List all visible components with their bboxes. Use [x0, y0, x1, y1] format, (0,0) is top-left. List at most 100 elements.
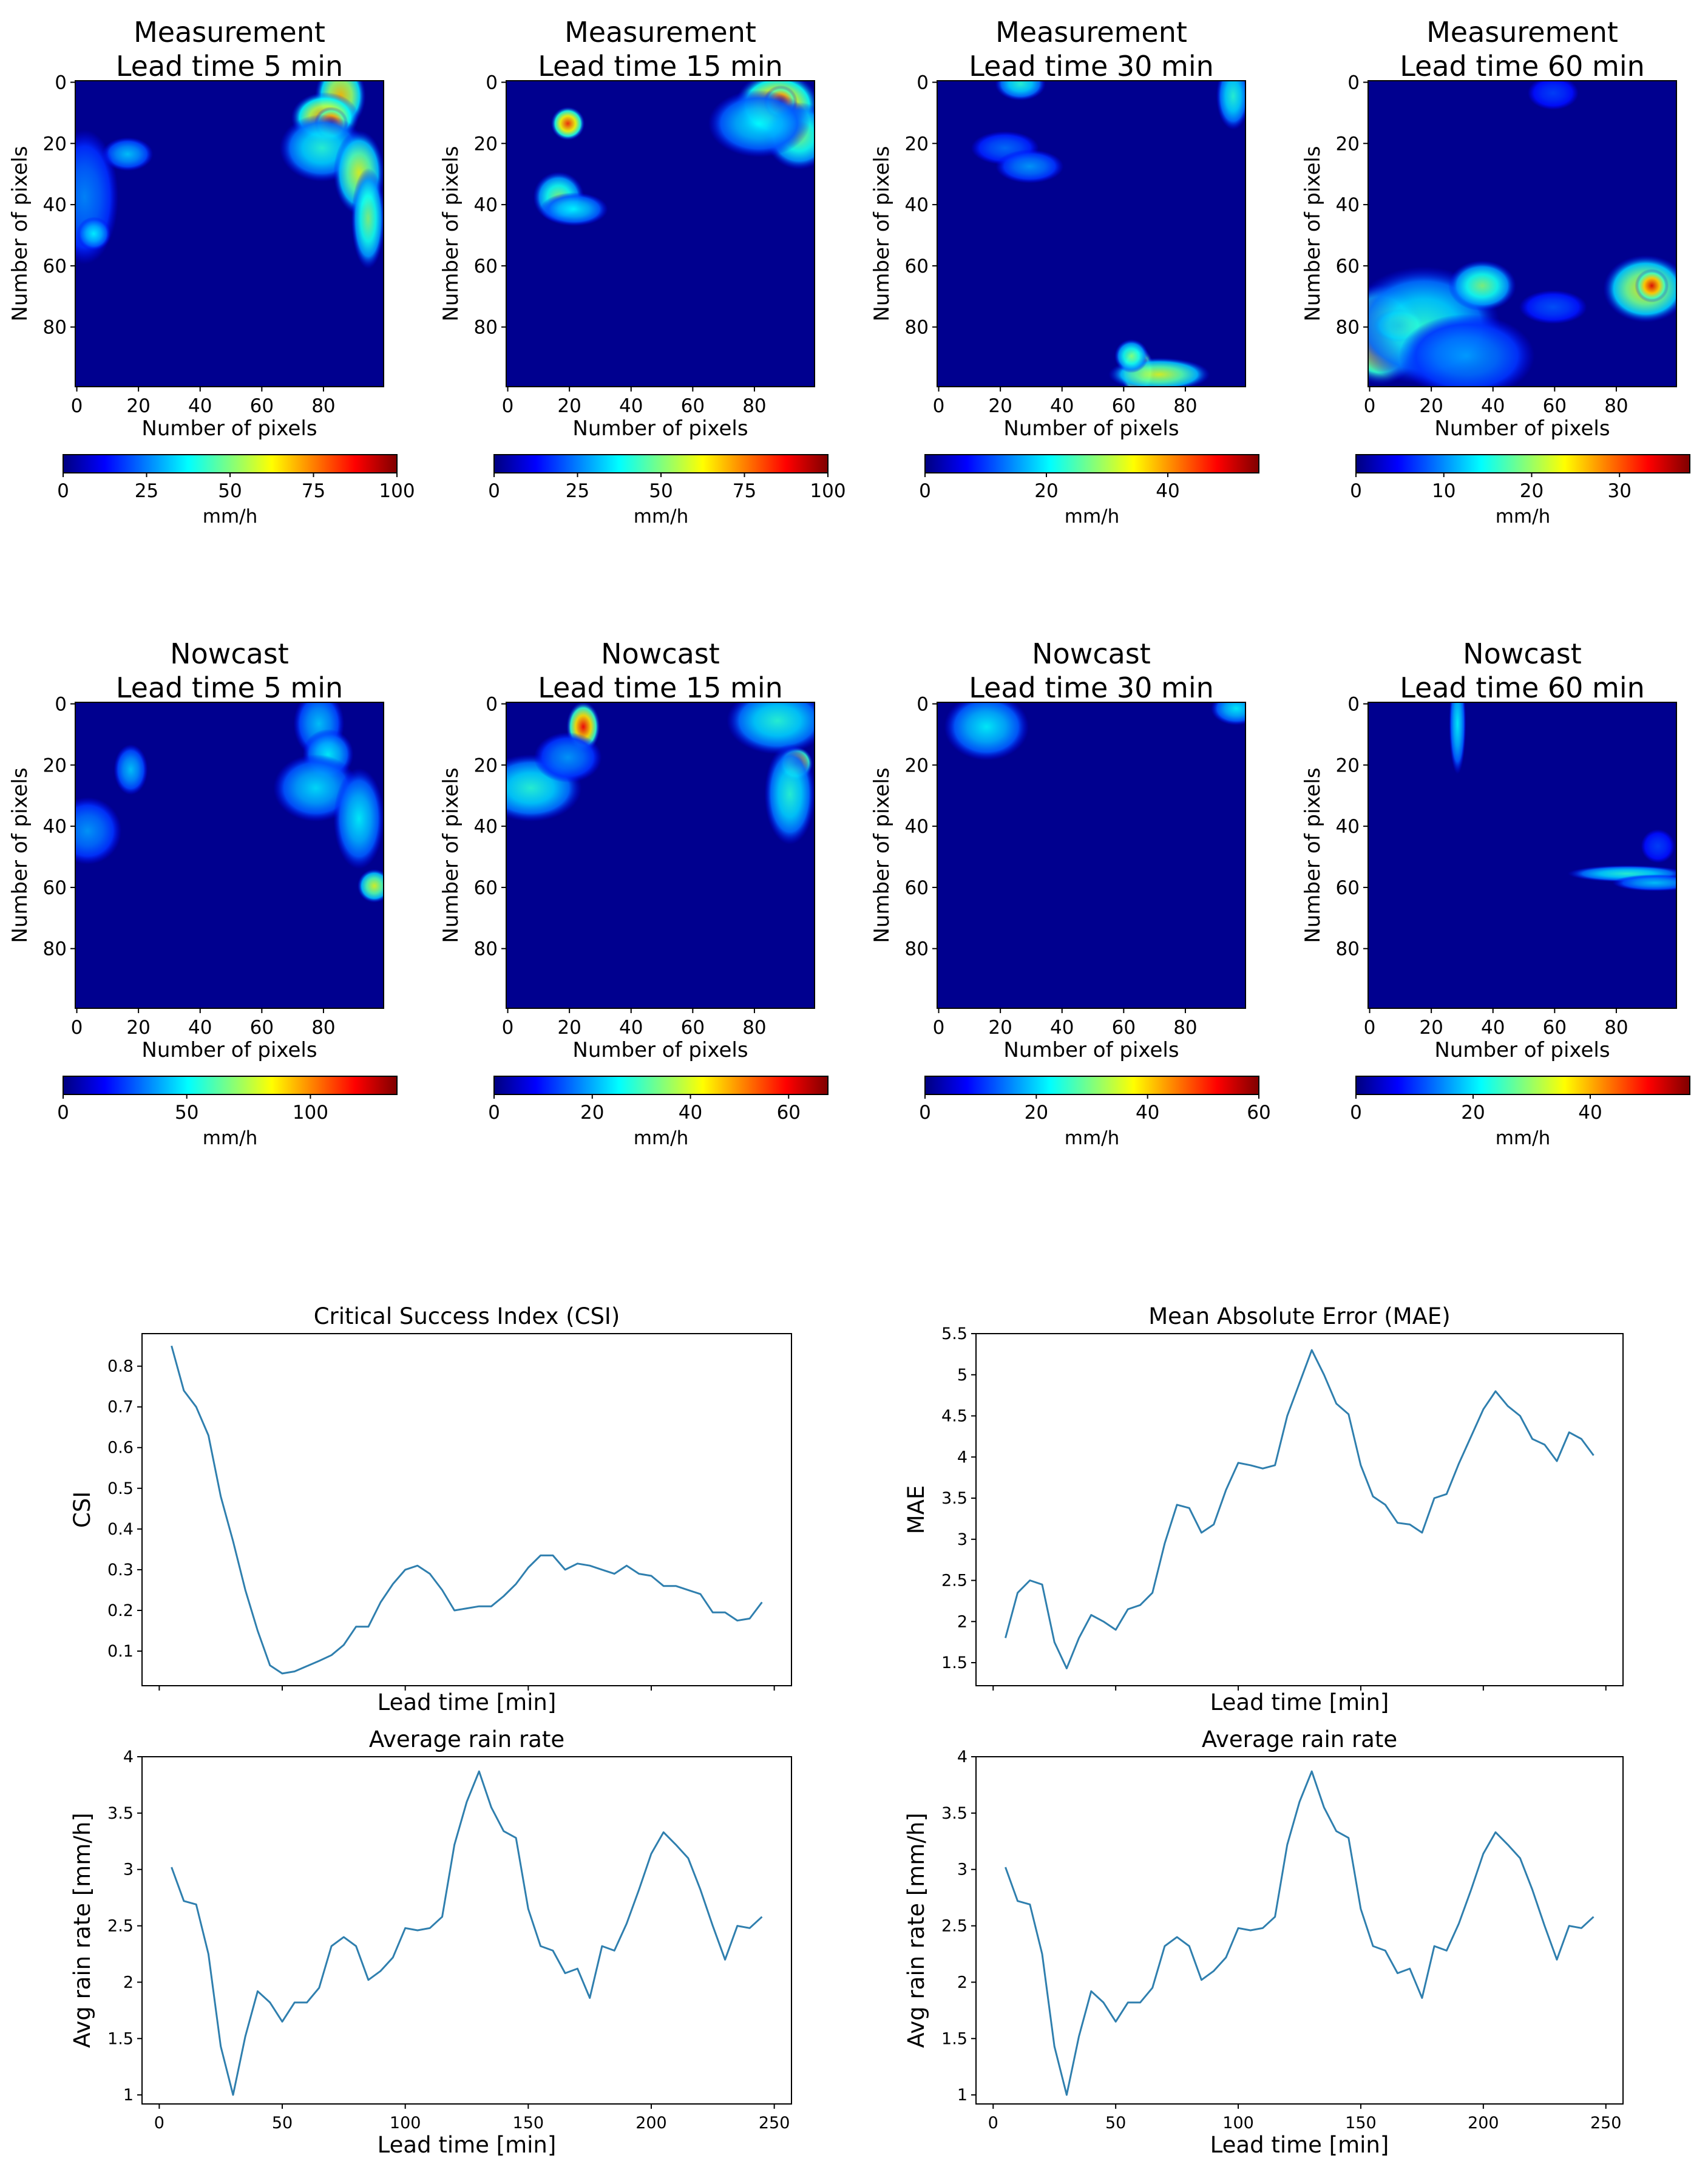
panel-subtitle: Lead time 30 min	[969, 671, 1214, 704]
x-tick-label: 20	[1419, 395, 1443, 417]
panel-subtitle: Lead time 15 min	[538, 50, 783, 83]
x-tick-label: 20	[126, 1017, 150, 1039]
x-tick-label: 60	[1112, 395, 1136, 417]
y-tick-label: 0	[1347, 72, 1360, 94]
colorbar-label: mm/h	[1065, 506, 1120, 528]
y-tick-label: 0.3	[107, 1561, 134, 1579]
panel-subtitle: Lead time 15 min	[538, 671, 783, 704]
y-tick-label: 20	[905, 755, 929, 776]
y-tick-label: 2	[957, 1973, 968, 1992]
colorbar	[1355, 454, 1690, 473]
y-tick-label: 60	[905, 877, 929, 899]
x-tick-label: 40	[619, 395, 643, 417]
y-tick-label: 2	[957, 1612, 968, 1631]
x-tick-label: 0	[933, 1017, 945, 1039]
heatmap-frame	[75, 702, 384, 1009]
colorbar-label: mm/h	[634, 1127, 689, 1149]
rain-cell	[727, 702, 815, 755]
heatmap-meas-15	[506, 81, 815, 387]
rain-cell	[1635, 268, 1669, 303]
y-tick-label: 1.5	[941, 2029, 968, 2048]
x-tick-label: 80	[1604, 1017, 1628, 1039]
colorbar	[924, 1076, 1259, 1095]
y-tick-label: 20	[43, 755, 67, 776]
panel-subtitle: Lead time 60 min	[1400, 671, 1645, 704]
y-tick-label: 60	[1336, 256, 1360, 277]
y-axis-label: Number of pixels	[439, 767, 463, 943]
x-tick-label: 80	[742, 1017, 766, 1039]
y-tick-label: 80	[43, 317, 67, 339]
y-tick-label: 0	[55, 72, 67, 94]
y-tick-label: 40	[1336, 194, 1360, 216]
x-tick-label: 0	[988, 2114, 998, 2132]
colorbar-tick-label: 0	[1350, 480, 1362, 502]
x-tick-label: 60	[1543, 1017, 1567, 1039]
colorbar-tick-label: 50	[218, 480, 242, 502]
y-tick-label: 40	[43, 194, 67, 216]
colorbar-tick-label: 100	[379, 480, 415, 502]
x-tick-label: 100	[390, 2114, 421, 2132]
rain-cell	[351, 168, 384, 269]
y-tick-label: 0	[1347, 694, 1360, 716]
plot-title: Average rain rate	[369, 1726, 564, 1752]
colorbar-tick-label: 10	[1432, 480, 1456, 502]
colorbar-tick-label: 20	[1034, 480, 1058, 502]
colorbar-tick-label: 0	[919, 480, 931, 502]
heatmap-meas-60	[1368, 81, 1676, 387]
x-axis-label: Number of pixels	[1003, 1038, 1179, 1062]
x-tick-label: 40	[188, 1017, 212, 1039]
colorbar	[924, 454, 1259, 473]
y-tick-label: 0	[917, 694, 929, 716]
plot-frame	[975, 1756, 1624, 2105]
y-axis-label: Avg rain rate [mm/h]	[69, 1813, 95, 2047]
rain-cell	[75, 797, 122, 865]
rain-cell	[540, 192, 608, 226]
x-tick-label: 60	[1543, 395, 1567, 417]
heatmap-frame	[506, 80, 815, 387]
rain-cell	[764, 744, 815, 845]
colorbar-tick-label: 20	[580, 1102, 604, 1124]
y-tick-label: 1	[957, 2086, 968, 2105]
y-tick-label: 3	[957, 1530, 968, 1549]
rain-cell	[333, 768, 384, 869]
plot-title: Critical Success Index (CSI)	[314, 1303, 620, 1329]
panel-title: Measurement	[564, 16, 756, 49]
panel-title: Nowcast	[601, 637, 720, 670]
x-tick-label: 0	[933, 395, 945, 417]
colorbar-tick-label: 0	[488, 480, 500, 502]
y-tick-label: 1.5	[941, 1654, 968, 1672]
heatmap-frame	[1367, 702, 1677, 1009]
heatmap-meas-30	[937, 81, 1245, 387]
x-tick-label: 150	[513, 2114, 544, 2132]
y-tick-label: 20	[474, 755, 498, 776]
x-tick-label: 60	[250, 1017, 274, 1039]
x-tick-label: 250	[1590, 2114, 1622, 2132]
plot-frame	[141, 1333, 792, 1686]
y-tick-label: 0.1	[107, 1642, 134, 1661]
colorbar-label: mm/h	[1065, 1127, 1120, 1149]
colorbar-tick-label: 40	[1156, 480, 1179, 502]
colorbar-tick-label: 20	[1025, 1102, 1048, 1124]
x-tick-label: 0	[1364, 1017, 1376, 1039]
x-tick-label: 40	[619, 1017, 643, 1039]
colorbar-tick-label: 50	[175, 1102, 198, 1124]
x-axis-label: Lead time [min]	[378, 1689, 557, 1715]
panel-title: Nowcast	[1032, 637, 1151, 670]
panel-subtitle: Lead time 30 min	[969, 50, 1214, 83]
x-axis-label: Lead time [min]	[1210, 2132, 1389, 2158]
colorbar	[63, 454, 398, 473]
colorbar-tick-label: 0	[488, 1102, 500, 1124]
rain-cell	[114, 744, 148, 795]
y-tick-label: 0.5	[107, 1479, 134, 1498]
x-tick-label: 80	[1173, 395, 1197, 417]
colorbar	[493, 1076, 829, 1095]
y-tick-label: 0.7	[107, 1398, 134, 1417]
x-axis-label: Number of pixels	[572, 1038, 748, 1062]
heatmap-now-15	[506, 702, 815, 1008]
y-tick-label: 2.5	[941, 1572, 968, 1590]
x-tick-label: 60	[250, 395, 274, 417]
rain-cell	[1612, 874, 1676, 892]
rain-cell	[708, 90, 810, 157]
rain-cell	[1398, 314, 1535, 387]
heatmap-frame	[1367, 80, 1677, 387]
